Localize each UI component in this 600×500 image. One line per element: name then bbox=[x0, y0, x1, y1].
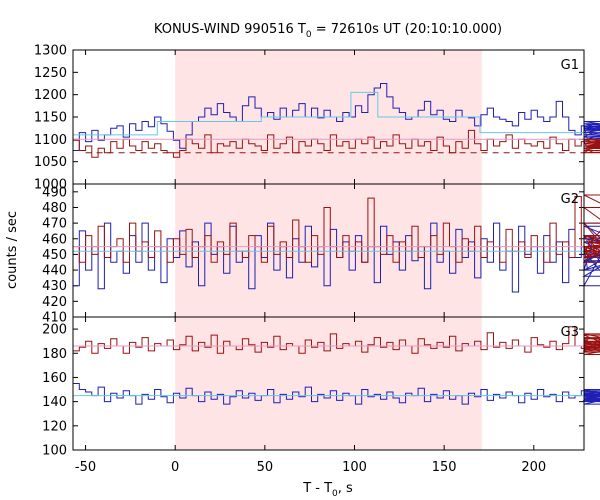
x-tick-label: 50 bbox=[257, 460, 274, 475]
panel-label: G3 bbox=[561, 325, 579, 340]
y-tick-label: 450 bbox=[42, 248, 67, 263]
y-tick-label: 470 bbox=[42, 217, 67, 232]
y-tick-label: 490 bbox=[42, 185, 67, 200]
panel-label: G1 bbox=[561, 58, 579, 73]
y-tick-label: 460 bbox=[42, 232, 67, 247]
y-axis-label: counts / sec bbox=[5, 211, 20, 289]
y-tick-label: 480 bbox=[42, 201, 67, 216]
panel-frame-g3 bbox=[72, 316, 585, 451]
y-tick-label: 180 bbox=[42, 347, 67, 362]
y-tick-label: 200 bbox=[42, 323, 67, 338]
y-tick-label: 100 bbox=[42, 444, 67, 459]
y-tick-label: 140 bbox=[42, 395, 67, 410]
blue-series-g1 bbox=[73, 83, 600, 151]
x-tick-label: 100 bbox=[342, 460, 367, 475]
y-tick-label: 120 bbox=[42, 419, 67, 434]
x-axis-label: T - T0, s bbox=[302, 481, 353, 499]
blue-series-g3 bbox=[73, 383, 600, 405]
panel-label: G2 bbox=[561, 192, 579, 207]
x-tick-label: 200 bbox=[521, 460, 546, 475]
y-tick-label: 1150 bbox=[34, 111, 67, 126]
y-tick-label: 440 bbox=[42, 264, 67, 279]
cyan-series-g1 bbox=[73, 91, 584, 136]
y-tick-label: 1000 bbox=[34, 178, 67, 193]
y-tick-label: 410 bbox=[42, 311, 67, 326]
x-tick-label: 150 bbox=[432, 460, 457, 475]
x-tick-label: -50 bbox=[75, 460, 96, 475]
chart-title: KONUS-WIND 990516 T0 = 72610s UT (20:10:… bbox=[154, 22, 502, 40]
y-tick-label: 420 bbox=[42, 295, 67, 310]
y-tick-label: 1200 bbox=[34, 88, 67, 103]
y-tick-label: 1250 bbox=[34, 66, 67, 81]
red-series-g1 bbox=[73, 129, 600, 158]
x-tick-label: 0 bbox=[171, 460, 179, 475]
y-tick-label: 1300 bbox=[34, 44, 67, 59]
y-tick-label: 160 bbox=[42, 371, 67, 386]
shaded-interval bbox=[175, 317, 482, 450]
y-tick-label: 1100 bbox=[34, 133, 67, 148]
y-tick-label: 1050 bbox=[34, 155, 67, 170]
y-tick-label: 430 bbox=[42, 279, 67, 294]
shaded-interval bbox=[175, 184, 482, 317]
